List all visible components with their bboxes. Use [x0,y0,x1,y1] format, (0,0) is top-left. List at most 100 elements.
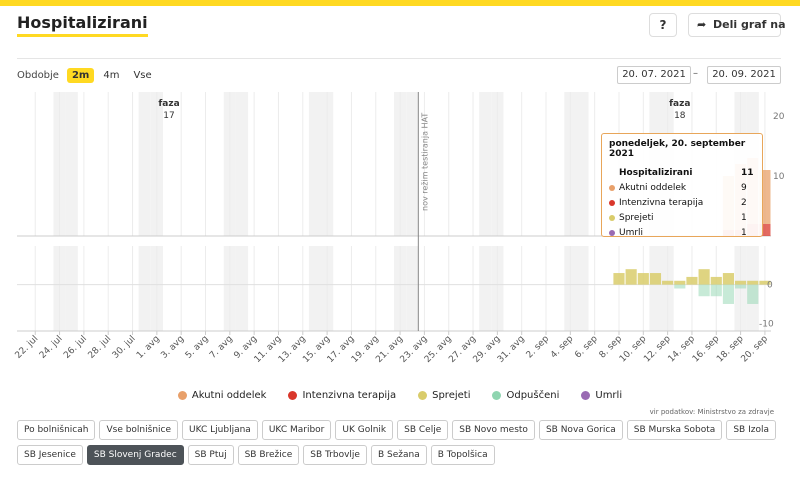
weekend-band [65,92,78,236]
weekend-band [649,246,662,331]
y-tick-label: 0 [767,281,773,291]
tooltip-row: Intenzivna terapija 2 [609,195,755,210]
share-button[interactable]: ➦ Deli graf na [688,13,786,37]
tooltip-date: ponedeljek, 20. september 2021 [609,139,746,159]
bar-admitted [759,280,771,285]
hospital-filter-button[interactable]: B Topolšica [430,445,495,465]
bar-admitted [686,276,698,285]
hospital-filter-button[interactable]: UK Golnik [335,420,394,440]
weekend-band [138,92,151,236]
annotation-text: nov režim testiranja HAT [420,113,429,211]
period-option-4m[interactable]: 4m [103,70,120,81]
legend-item[interactable]: Umrli [581,390,622,401]
hospital-filter-button[interactable]: SB Jesenice [17,445,83,465]
share-arrow-icon: ➦ [697,18,707,31]
legend-dot-icon [177,391,187,400]
hospital-filters: Po bolnišnicah Vse bolnišnice UKC Ljubljan… [17,420,777,465]
hospital-filter-button[interactable]: SB Murska Sobota [626,420,723,440]
tooltip-row-text: Intenzivna terapija [619,197,704,208]
x-tick-label: 2. sep [525,334,552,361]
hospitalized-chart[interactable]: 10 20 0 -10 faza 17 faza 18 nov režim testiranja… [0,86,800,386]
period-selector: Obdobje 2m 4m Vse [17,68,157,83]
hospital-filter-button[interactable]: B Sežana [370,445,427,465]
series-dot-icon [609,229,615,236]
period-option-2m[interactable]: 2m [66,68,95,83]
legend-item[interactable]: Intenzivna terapija [288,390,396,401]
tooltip-row-text: Umrli [619,227,644,238]
y-tick-label: -10 [759,319,774,329]
page-title: Hospitalizirani [17,14,148,37]
chart-legend: Akutni oddelek Intenzivna terapija Sprejet… [0,390,800,401]
top-accent-bar [0,0,800,6]
hospital-filter-button[interactable]: Po bolnišnicah [17,420,96,440]
tooltip-row-value: 1 [741,227,747,238]
tooltip-row-value: 1 [741,212,747,223]
tooltip-row: Umrli 1 [609,225,755,240]
bar-admitted [649,273,662,285]
date-to-input[interactable]: 20. 09. 2021 [707,66,781,84]
bar-admitted [735,280,747,285]
tooltip-row-value: 2 [741,197,747,208]
legend-item[interactable]: Akutni oddelek [177,390,267,401]
period-option-all[interactable]: Vse [133,70,152,81]
tooltip-row: Hospitalizirani 11 [609,165,755,180]
series-dot-icon [609,214,615,221]
x-tick-label: 24. jul [38,334,65,361]
x-tick-label: 20. sep [740,334,771,365]
y-tick-label: 20 [773,112,785,122]
bar-discharged [698,284,710,297]
y-tick-label: 10 [773,172,785,182]
weekend-band [406,92,419,236]
x-tick-label: 7. avg [208,334,235,361]
bar-discharged [735,284,747,289]
help-button[interactable]: ? [649,13,677,37]
hospital-filter-button[interactable]: SB Nova Gorica [538,420,623,440]
hospital-filter-button[interactable]: SB Slovenj Gradec [86,445,184,465]
hospital-filter-button[interactable]: SB Celje [397,420,449,440]
hospital-filter-button[interactable]: UKC Maribor [261,420,332,440]
hospital-filter-button[interactable]: SB Brežice [237,445,300,465]
x-tick-label: 30. jul [111,334,138,361]
weekend-band [138,246,151,331]
legend-label: Intenzivna terapija [302,390,397,401]
tooltip-row-label: Intenzivna terapija [609,198,703,208]
bar-icu [759,224,771,236]
date-from-input[interactable]: 20. 07. 2021 [617,66,691,84]
bar-admitted [662,280,674,285]
hospital-filter-button[interactable]: SB Novo mesto [452,420,535,440]
hospital-filter-button[interactable]: SB Ptuj [187,445,234,465]
x-tick-label: 5. avg [184,334,211,361]
hospital-filter-button[interactable]: Vse bolnišnice [99,420,179,440]
bar-discharged [710,284,722,297]
bar-admitted [722,273,735,285]
tooltip-row-text: Hospitalizirani [619,167,693,178]
legend-item[interactable]: Sprejeti [418,390,470,401]
legend-item[interactable]: Odpuščeni [492,390,559,401]
weekend-band [235,92,249,236]
hospital-filter-button[interactable]: SB Trbovlje [303,445,367,465]
hospital-filter-button[interactable]: SB Izola [726,420,776,440]
series-dot-icon [609,184,615,191]
x-tick-label: 28. jul [87,334,114,361]
hospital-filter-button[interactable]: UKC Ljubljana [182,420,258,440]
chart-tooltip: ponedeljek, 20. september 2021 Hospitali… [601,133,763,240]
bar-acute [759,170,771,224]
legend-label: Umrli [595,390,623,401]
tooltip-row-text: Sprejeti [619,212,654,223]
x-tick-label: 31. avg [496,334,527,365]
bar-admitted [698,269,710,285]
phase-label: faza [158,99,179,109]
x-tick-label: 22. jul [14,334,41,361]
legend-label: Akutni oddelek [191,390,267,401]
weekend-band [576,92,589,236]
weekend-band [65,246,78,331]
x-tick-label: 4. sep [549,334,576,361]
tooltip-row-value: 11 [741,167,754,178]
bar-discharged [747,284,759,304]
legend-label: Sprejeti [432,390,471,401]
tooltip-row: Akutni oddelek 9 [609,180,755,195]
weekend-band [576,246,589,331]
tooltip-row-label: Akutni oddelek [609,183,686,193]
divider [17,58,781,59]
weekend-band [308,92,322,236]
